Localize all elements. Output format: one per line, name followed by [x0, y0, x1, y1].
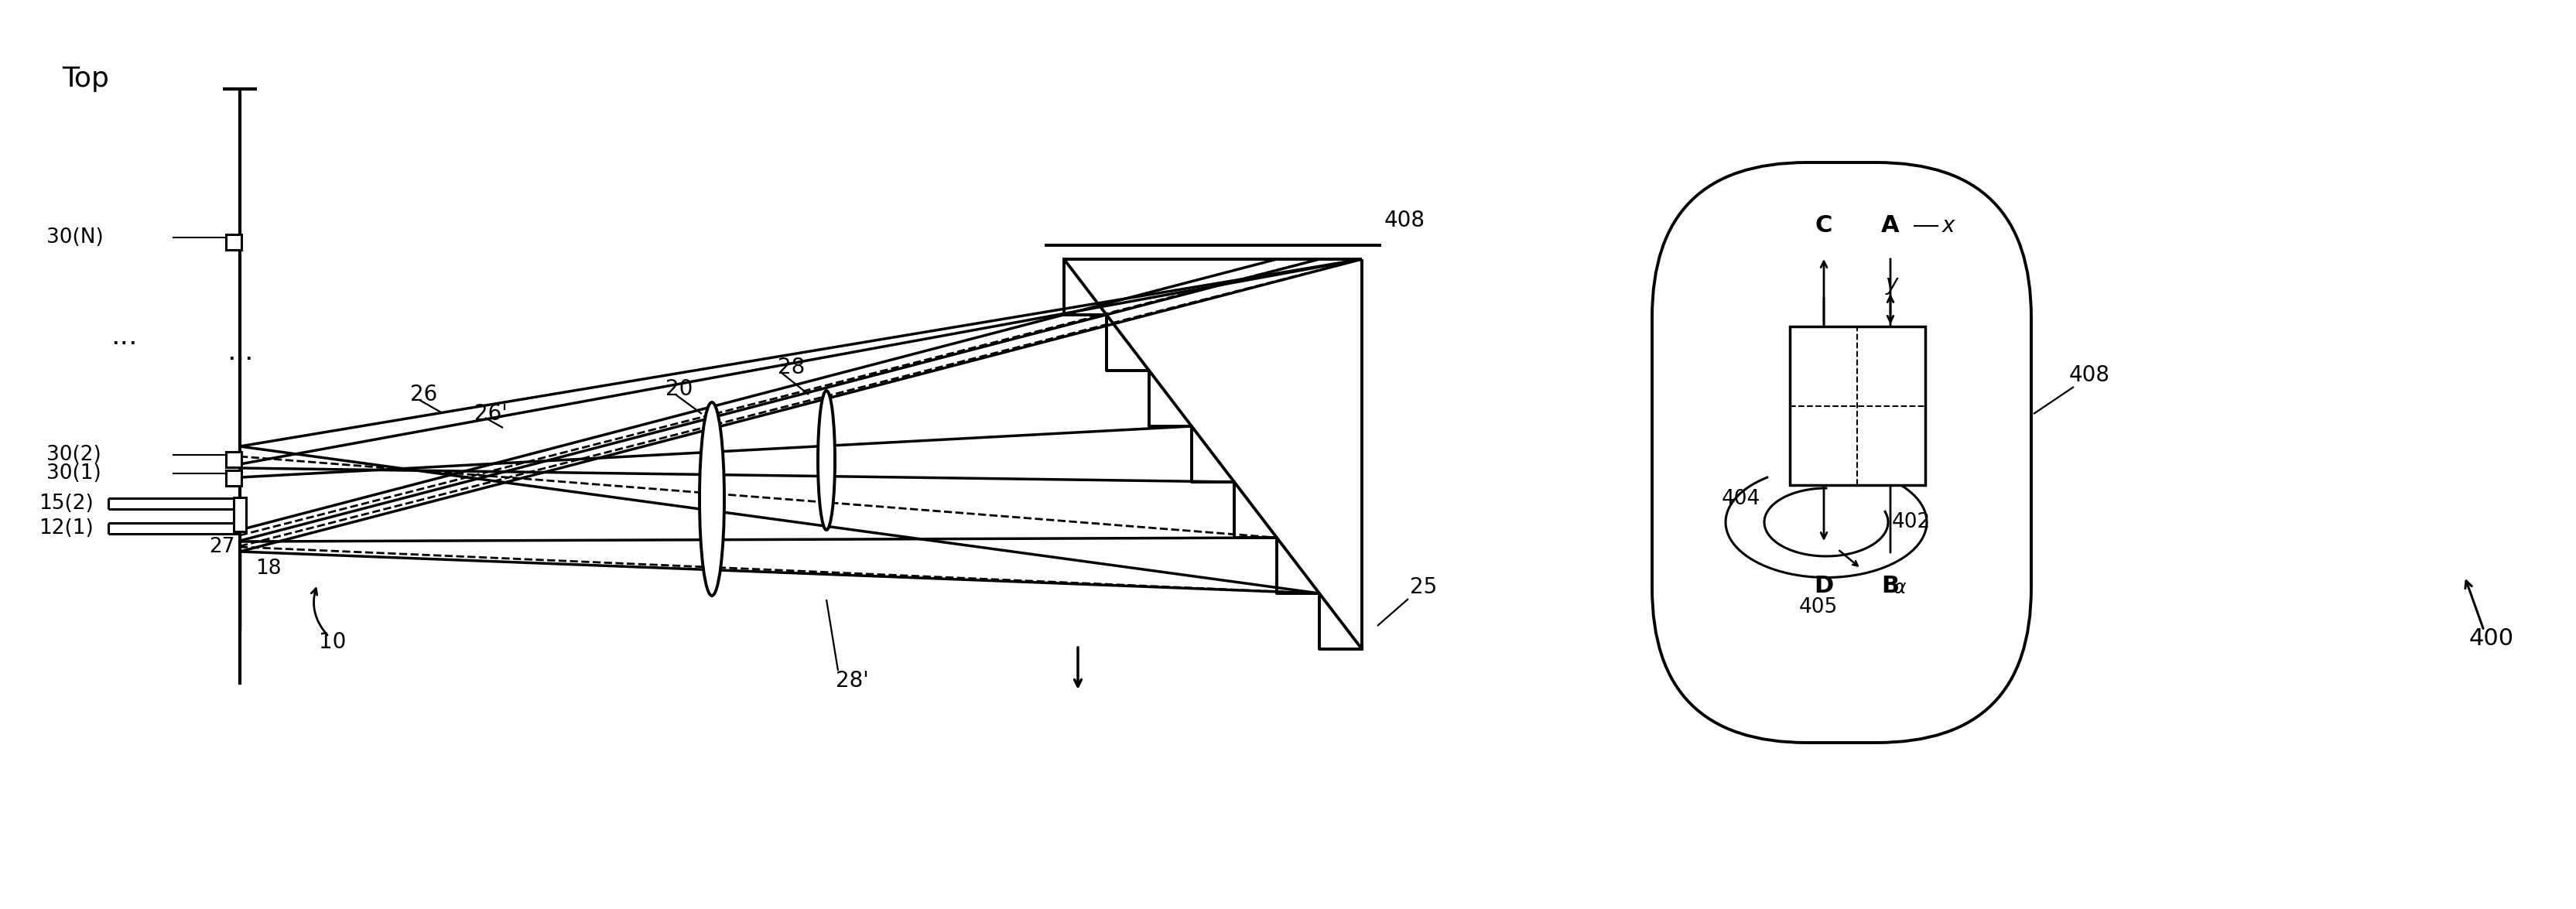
Text: 30(2): 30(2): [46, 445, 100, 464]
Text: 402: 402: [1891, 512, 1929, 533]
Text: D: D: [1814, 574, 1834, 597]
Text: 26': 26': [474, 403, 507, 425]
Bar: [1790, 326, 1924, 485]
Text: 12(1): 12(1): [39, 518, 93, 538]
Text: ...: ...: [227, 339, 252, 365]
Ellipse shape: [817, 391, 835, 530]
Text: 28': 28': [835, 670, 868, 692]
Text: α: α: [1893, 579, 1906, 597]
Ellipse shape: [698, 403, 724, 595]
Bar: [227, 235, 242, 250]
Text: 30(1): 30(1): [46, 464, 100, 484]
Bar: [234, 497, 245, 532]
Text: 26: 26: [410, 384, 438, 405]
Text: 28: 28: [778, 356, 804, 378]
Text: 25: 25: [1409, 576, 1437, 598]
Text: y: y: [1886, 273, 1899, 295]
Text: 30(N): 30(N): [46, 227, 103, 247]
Text: 404: 404: [1721, 489, 1759, 509]
Text: 408: 408: [2069, 365, 2110, 386]
FancyBboxPatch shape: [1651, 163, 2030, 743]
Text: 27: 27: [209, 537, 234, 557]
Text: A: A: [1880, 215, 1899, 237]
Text: 405: 405: [1798, 597, 1837, 617]
Text: 400: 400: [2468, 627, 2514, 649]
Text: C: C: [1814, 215, 1832, 237]
Bar: [227, 452, 242, 467]
Text: 15(2): 15(2): [39, 494, 93, 514]
Text: B: B: [1880, 574, 1899, 597]
Text: 10: 10: [319, 631, 345, 653]
Text: 408: 408: [1383, 210, 1425, 231]
Text: 20: 20: [665, 378, 693, 400]
Bar: [227, 470, 242, 485]
Text: 18: 18: [255, 558, 281, 579]
Text: ...: ...: [111, 324, 137, 350]
Text: x: x: [1942, 215, 1955, 236]
Text: Top: Top: [62, 65, 108, 92]
Text: 410: 410: [1819, 373, 1857, 393]
